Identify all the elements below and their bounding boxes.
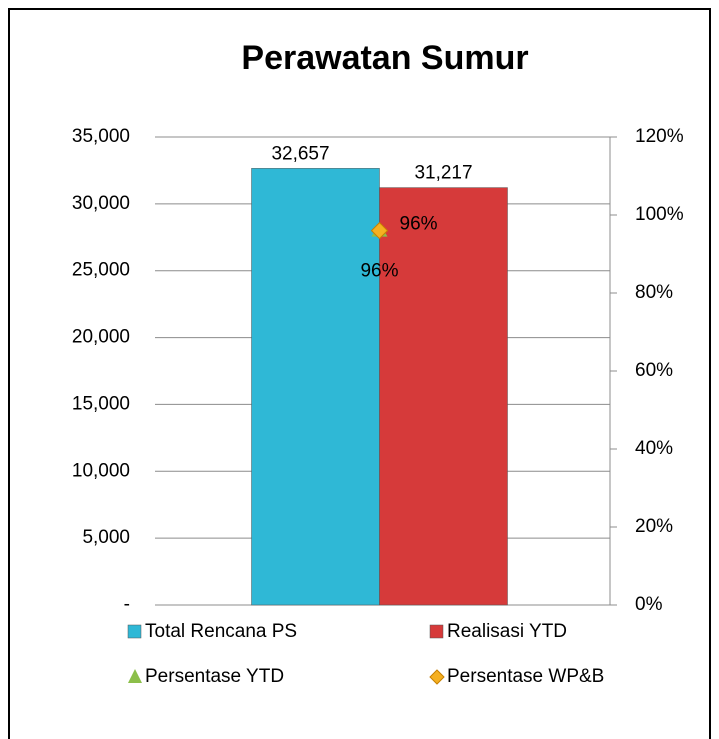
- y-tick-label: 30,000: [72, 193, 130, 214]
- y-tick-label: 25,000: [72, 260, 130, 281]
- legend-label: Total Rencana PS: [145, 621, 297, 642]
- legend-swatch: [430, 625, 443, 638]
- data-label: 96%: [400, 214, 438, 235]
- y2-tick-label: 100%: [635, 204, 684, 225]
- y2-tick-label: 120%: [635, 126, 684, 147]
- bar: [252, 168, 380, 605]
- legend-label: Persentase YTD: [145, 666, 284, 687]
- data-label: 32,657: [271, 143, 329, 164]
- legend-label: Realisasi YTD: [447, 621, 567, 642]
- chart-title: Perawatan Sumur: [241, 39, 528, 77]
- legend-swatch: [128, 625, 141, 638]
- y2-tick-label: 20%: [635, 516, 673, 537]
- chart: Perawatan Sumur - 5,000 10,000 15,000 20,000…: [0, 0, 719, 739]
- y2-tick-label: 80%: [635, 282, 673, 303]
- y2-tick-label: 60%: [635, 360, 673, 381]
- y-tick-label: 35,000: [72, 126, 130, 147]
- y-tick-label: 15,000: [72, 393, 130, 414]
- y-tick-label: -: [124, 594, 130, 615]
- y-tick-label: 10,000: [72, 460, 130, 481]
- data-label: 31,217: [414, 163, 472, 184]
- y2-tick-label: 0%: [635, 594, 663, 615]
- y-tick-label: 20,000: [72, 327, 130, 348]
- y2-tick-label: 40%: [635, 438, 673, 459]
- data-label: 96%: [360, 261, 398, 282]
- y-tick-label: 5,000: [82, 527, 130, 548]
- legend-label: Persentase WP&B: [447, 666, 604, 687]
- bar: [380, 188, 508, 605]
